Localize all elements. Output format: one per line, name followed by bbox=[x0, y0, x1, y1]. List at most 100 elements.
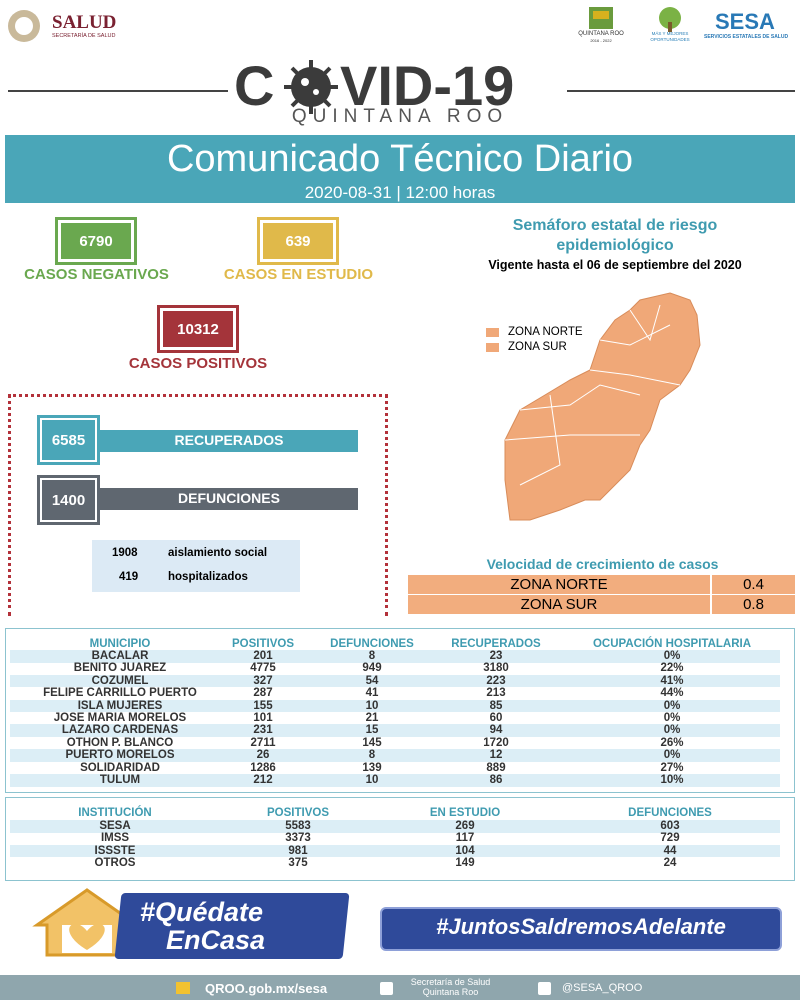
cell: 0% bbox=[663, 749, 681, 762]
municipios-row: LAZARO CARDENAS 231 15 94 0% bbox=[10, 724, 780, 737]
cell: 24 bbox=[663, 857, 677, 870]
dotted-frame bbox=[8, 394, 388, 616]
positivos-label: CASOS POSITIVOS bbox=[128, 355, 268, 372]
column-header: POSITIVOS bbox=[232, 638, 294, 650]
instituciones-row: ISSSTE 981 104 44 bbox=[10, 844, 780, 858]
cell: 22% bbox=[660, 662, 684, 675]
defunciones-value: 1400 bbox=[37, 475, 100, 525]
rule bbox=[567, 90, 795, 92]
cell: 287 bbox=[253, 687, 273, 700]
cell: 0% bbox=[663, 712, 681, 724]
extra-box bbox=[92, 540, 300, 592]
cell: 41% bbox=[660, 674, 684, 687]
velocidad-row bbox=[408, 595, 795, 614]
municipios-row: COZUMEL 327 54 223 41% bbox=[10, 674, 780, 688]
municipios-row: JOSE MARIA MORELOS 101 21 60 0% bbox=[10, 712, 780, 725]
municipios-row: ISLA MUJERES 155 10 85 0% bbox=[10, 699, 780, 713]
estudio-value: 639 bbox=[257, 217, 339, 265]
velocidad-divider bbox=[710, 575, 712, 594]
logo-subtitle: QUINTANA ROO bbox=[291, 106, 509, 127]
shape bbox=[589, 369, 681, 386]
municipios-header: MUNICIPIO POSITIVOS DEFUNCIONES RECUPERADOS… bbox=[10, 638, 780, 651]
cell: PUERTO MORELOS bbox=[65, 749, 175, 762]
recuperados-bar bbox=[100, 430, 358, 452]
negativos-value: 6790 bbox=[55, 217, 137, 265]
zona: ZONA SUR bbox=[520, 596, 598, 613]
recuperados-label: RECUPERADOS bbox=[174, 432, 284, 448]
cell: 27% bbox=[660, 761, 684, 774]
velocidad-title: Velocidad de crecimiento de casos bbox=[486, 556, 719, 572]
cell: 26 bbox=[256, 749, 270, 762]
velocidad-row bbox=[408, 575, 795, 594]
cell: 155 bbox=[253, 699, 273, 712]
municipios-row: TULUM 212 10 86 10% bbox=[10, 774, 780, 787]
shape bbox=[291, 67, 331, 107]
web-icon bbox=[176, 982, 190, 994]
banner-title: Comunicado Técnico Diario bbox=[166, 138, 634, 180]
municipios-row: PUERTO MORELOS 26 8 12 0% bbox=[10, 749, 780, 762]
juntos: #JuntosSaldremosAdelante bbox=[436, 914, 726, 939]
cell: FELIPE CARRILLO PUERTO bbox=[43, 687, 197, 700]
cell: 85 bbox=[489, 699, 503, 712]
cell: ISSSTE bbox=[94, 844, 136, 857]
municipios-table bbox=[5, 628, 795, 793]
hospitalizados-label: hospitalizados bbox=[168, 571, 248, 583]
salud: SALUD bbox=[52, 12, 117, 33]
shape bbox=[504, 304, 681, 486]
quedate-1: #Quédate bbox=[140, 897, 264, 927]
cell: TULUM bbox=[99, 774, 141, 786]
semaforo-title: Semáforo estatal de riesgo epidemiológic… bbox=[512, 217, 718, 254]
instituciones-row: OTROS 375 149 24 bbox=[10, 857, 780, 870]
column-header: POSITIVOS bbox=[267, 807, 329, 819]
estudio-label: CASOS EN ESTUDIO bbox=[223, 266, 374, 283]
cell: 54 bbox=[365, 674, 379, 687]
banner-date: 2020-08-31 | 12:00 horas bbox=[304, 183, 496, 202]
qroo-sub: 2016 - 2022 bbox=[590, 38, 612, 43]
cell: LAZARO CARDENAS bbox=[61, 724, 179, 737]
cell: 1286 bbox=[250, 761, 276, 774]
shape bbox=[519, 394, 561, 486]
shape bbox=[301, 78, 309, 86]
cell: 375 bbox=[288, 857, 308, 870]
cell: 60 bbox=[489, 712, 503, 724]
cell: 15 bbox=[365, 724, 379, 737]
cell: 26% bbox=[660, 736, 684, 749]
legend-swatch bbox=[486, 343, 499, 352]
instituciones-header: INSTITUCIÓN POSITIVOS EN ESTUDIO DEFUNCIONE… bbox=[10, 807, 780, 820]
cell: 5583 bbox=[285, 820, 311, 832]
cell: SESA bbox=[99, 820, 131, 832]
sesa-sub: SERVICIOS ESTATALES DE SALUD bbox=[704, 34, 789, 40]
cell: 949 bbox=[362, 662, 382, 675]
cell: 3180 bbox=[483, 662, 509, 675]
cell: 0% bbox=[663, 650, 681, 662]
cell: 149 bbox=[455, 857, 475, 870]
cell: 0% bbox=[663, 699, 681, 712]
cell: 0% bbox=[663, 724, 681, 737]
column-header: EN ESTUDIO bbox=[429, 807, 501, 819]
velocidad-value: 0.8 bbox=[743, 596, 764, 613]
defunciones-bar bbox=[100, 488, 358, 510]
cell: 44 bbox=[663, 844, 677, 857]
cell: JOSE MARIA MORELOS bbox=[53, 712, 187, 724]
municipios-row: SOLIDARIDAD 1286 139 889 27% bbox=[10, 762, 780, 775]
cell: 3373 bbox=[285, 832, 311, 845]
qroo: QUINTANA ROO bbox=[578, 31, 624, 37]
juntos-bg bbox=[380, 907, 782, 951]
cell: 213 bbox=[486, 687, 506, 700]
cell: 117 bbox=[455, 832, 475, 845]
column-header: RECUPERADOS bbox=[451, 638, 541, 650]
column-header: DEFUNCIONES bbox=[628, 807, 712, 819]
aislamiento-label: aislamiento social bbox=[168, 547, 268, 559]
cell: BACALAR bbox=[91, 650, 149, 662]
mas: MÁS Y MEJORES OPORTUNIDADES bbox=[650, 31, 690, 42]
hospitalizados-value: 419 bbox=[119, 571, 139, 583]
cell: 8 bbox=[368, 749, 376, 762]
semaforo-vigente: Vigente hasta el 06 de septiembre del 20… bbox=[488, 258, 742, 272]
sesa: SESA bbox=[715, 9, 775, 34]
cell: 10 bbox=[365, 699, 379, 712]
cell: 145 bbox=[362, 736, 382, 749]
shape bbox=[15, 17, 33, 35]
cell: 86 bbox=[489, 774, 503, 786]
tree-logo bbox=[659, 7, 681, 32]
